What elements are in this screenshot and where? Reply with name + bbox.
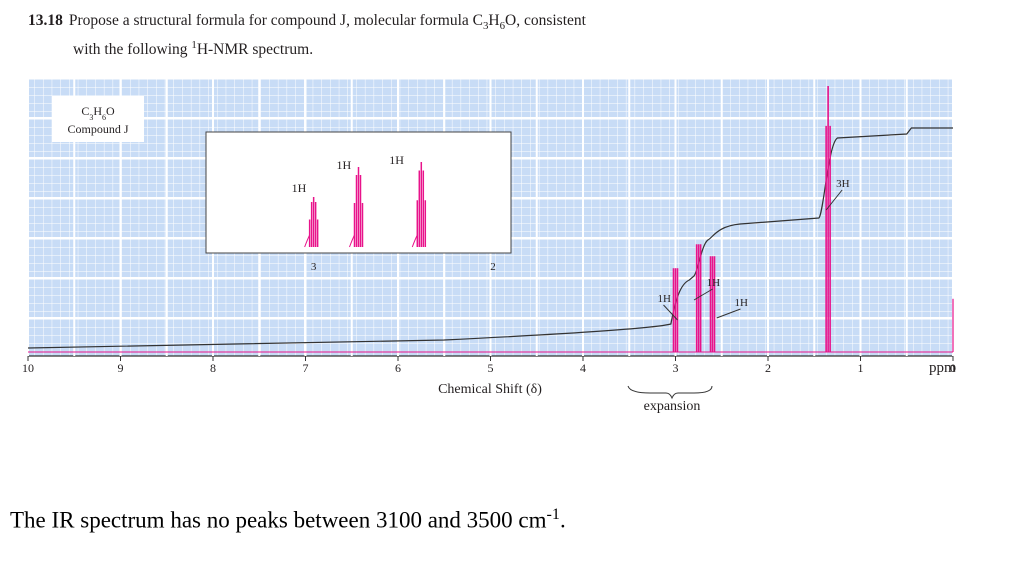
- inset-tick-label: 2: [490, 261, 496, 273]
- ppm-unit-label: ppm: [929, 360, 956, 376]
- x-tick-label: 9: [118, 361, 124, 375]
- expansion-label: expansion: [644, 399, 701, 414]
- problem-statement: 13.18 Propose a structural formula for co…: [28, 11, 586, 59]
- integration-label: 3H: [836, 178, 850, 190]
- integration-label-pointer: [663, 304, 678, 321]
- integration-label: 1H: [707, 277, 721, 289]
- inset-peak-label: 1H: [337, 158, 352, 172]
- ir-spectrum-note: The IR spectrum has no peaks between 310…: [10, 506, 566, 533]
- x-axis-label: Chemical Shift (δ): [438, 382, 542, 397]
- problem-line-1: 13.18 Propose a structural formula for co…: [28, 11, 586, 36]
- inset-peak-shoulder: [349, 234, 355, 248]
- inset-peaks: [304, 162, 427, 248]
- inset-peak-shoulder: [411, 234, 418, 248]
- spectrum-peaks: [672, 86, 954, 352]
- x-tick-label: 10: [22, 361, 34, 375]
- integration-label-pointer: [825, 189, 843, 211]
- x-tick-label: 0: [950, 361, 956, 375]
- x-tick-label: 5: [488, 361, 494, 375]
- compound-name: Compound J: [67, 122, 128, 136]
- x-tick-label: 3: [673, 361, 679, 375]
- x-tick-label: 8: [210, 361, 216, 375]
- compound-formula: C3H6O: [81, 104, 115, 122]
- x-tick-label: 4: [580, 361, 586, 375]
- x-axis-ticks: 10 9 8 7 6 5 4 3 2 1 0: [22, 356, 956, 375]
- problem-line-2: with the following 1H-NMR spectrum.: [73, 39, 314, 59]
- inset-peak-label: 1H: [292, 181, 307, 195]
- inset-tick-label: 3: [311, 261, 317, 273]
- integration-labels: 1H 1H 1H 3H: [658, 178, 850, 321]
- integration-label: 1H: [658, 293, 672, 305]
- inset-peak-shoulder: [304, 234, 311, 248]
- compound-label-box: C3H6O Compound J: [52, 96, 144, 142]
- problem-text-b: , consistent: [516, 12, 586, 29]
- integration-label-pointer: [693, 288, 713, 301]
- x-tick-label: 6: [395, 361, 401, 375]
- x-tick-label: 1: [858, 361, 864, 375]
- integration-label: 1H: [735, 297, 749, 309]
- molecular-formula: C3H6O: [472, 12, 517, 33]
- inset-peak-labels: 1H 1H 1H: [292, 153, 405, 195]
- x-tick-label: 7: [303, 361, 309, 375]
- problem-number: 13.18: [28, 12, 63, 29]
- expansion-brace: expansion: [627, 385, 713, 414]
- integration-label-pointer: [716, 308, 741, 319]
- x-tick-label: 2: [765, 361, 771, 375]
- inset-peak-label: 1H: [389, 153, 404, 167]
- problem-text-a: Propose a structural formula for compoun…: [68, 12, 469, 29]
